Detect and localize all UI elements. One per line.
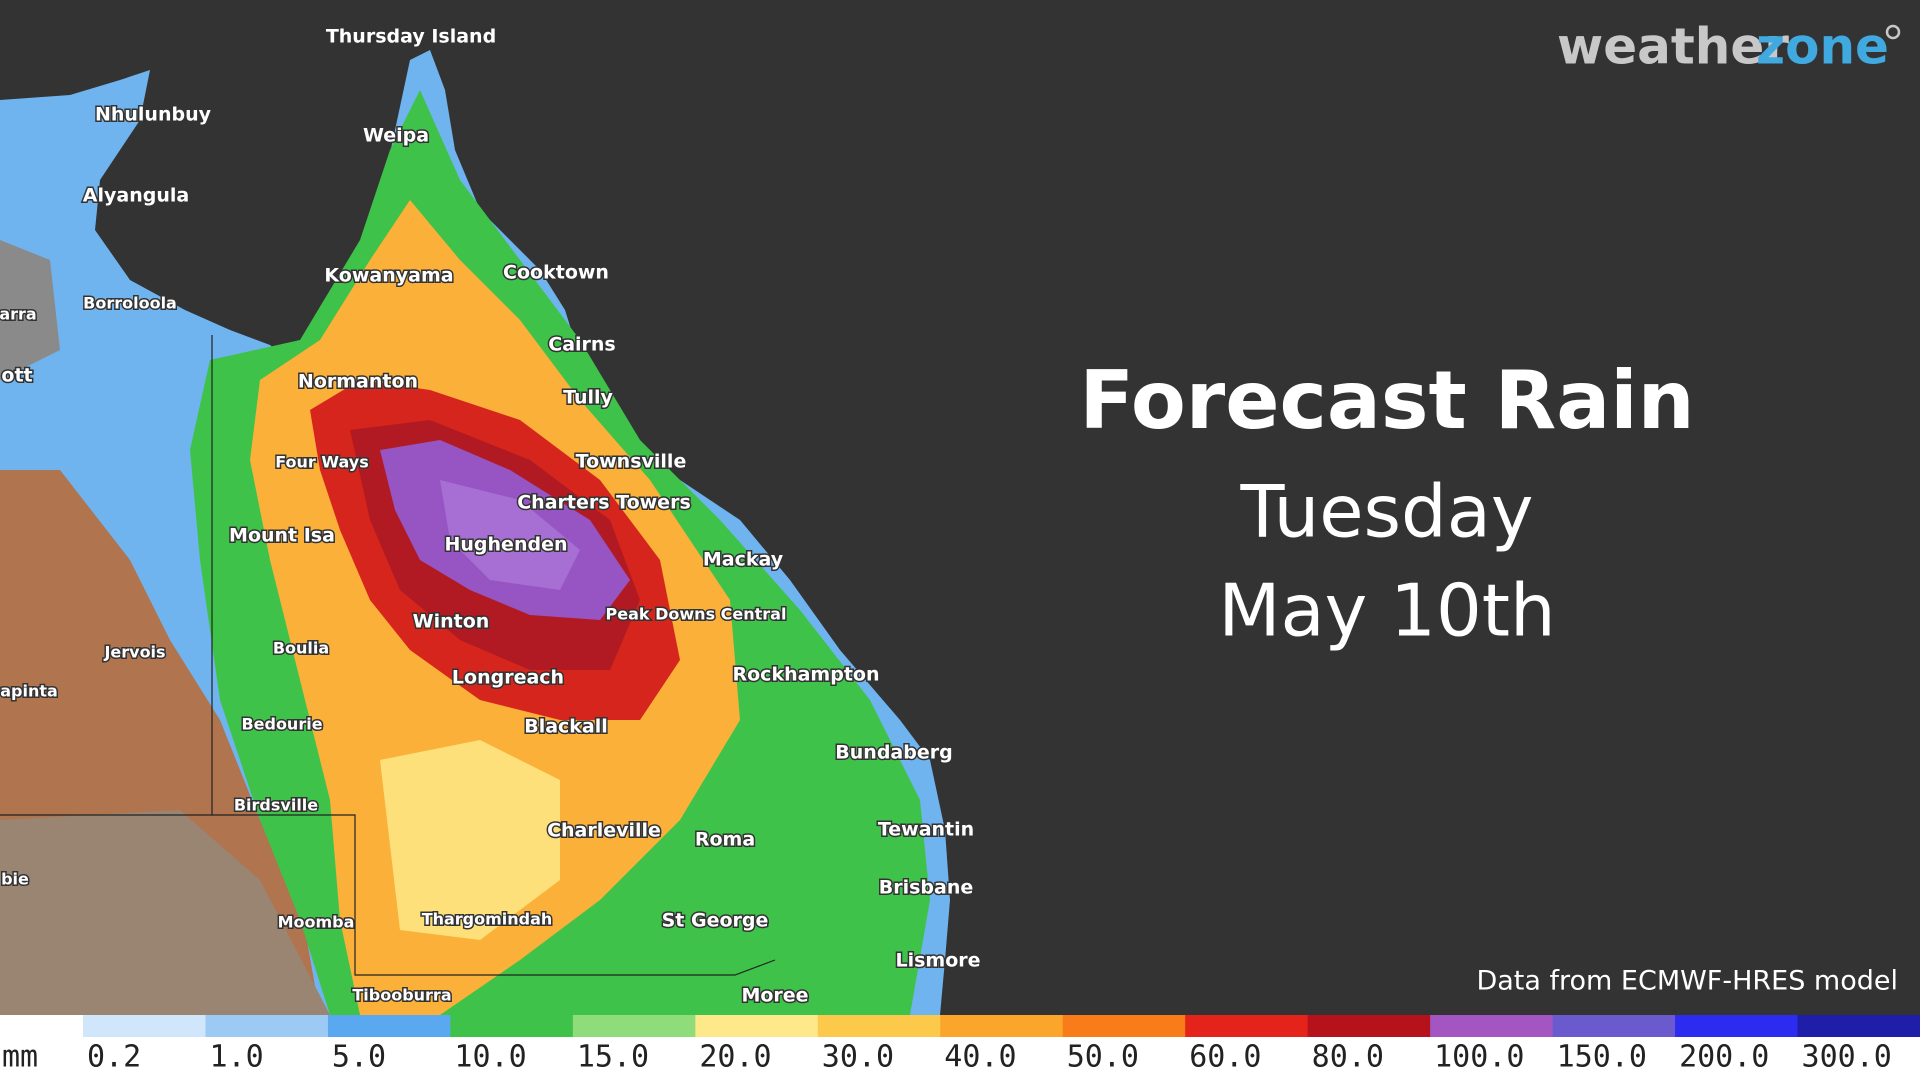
place-label: Blackall — [524, 716, 608, 738]
place-label: Bedourie — [241, 715, 322, 734]
legend: mm 0.2 1.0 5.0 10.0 15.0 20.0 30.0 40.0 50.0 60.0… — [2, 1015, 1920, 1075]
legend-swatch — [1552, 1015, 1676, 1037]
brand-mark — [1885, 24, 1901, 40]
place-label: Cairns — [548, 334, 615, 356]
state-border — [211, 335, 776, 976]
place-label: Hughenden — [445, 534, 568, 556]
legend-swatch — [940, 1015, 1064, 1037]
day: Tuesday — [1240, 470, 1534, 554]
legend-swatch — [1797, 1015, 1920, 1037]
place-label: Charters Towers — [517, 492, 691, 514]
place-label: Tibooburra — [352, 986, 451, 1005]
legend-swatch — [695, 1015, 819, 1037]
legend-label: 1.0 — [209, 1040, 263, 1075]
place-label: Thargomindah — [422, 910, 553, 929]
place-label: Cooktown — [503, 262, 609, 284]
dry-area-north — [0, 240, 60, 380]
place-label: Alyangula — [83, 185, 189, 207]
legend-label: 200.0 — [1679, 1040, 1769, 1075]
place-label: Peak Downs Central — [606, 605, 787, 624]
legend-label: 150.0 — [1557, 1040, 1647, 1075]
place-label: Townsville — [576, 451, 687, 473]
rain-purple-light — [440, 480, 580, 590]
place-label: Mackay — [703, 549, 784, 571]
place-label: Kowanyama — [324, 265, 453, 287]
legend-label: 60.0 — [1189, 1040, 1261, 1075]
legend-swatch — [572, 1015, 696, 1037]
brand-zone: zone — [1756, 18, 1889, 76]
legend-swatch — [205, 1015, 329, 1037]
place-label: Moomba — [278, 913, 355, 932]
place-label: Moree — [741, 985, 808, 1007]
place-label: Thursday Island — [326, 26, 496, 48]
legend-label: 5.0 — [332, 1040, 386, 1075]
legend-label: 10.0 — [454, 1040, 526, 1075]
place-labels: Thursday Island Nhulunbuy Weipa Alyangula Ko… — [0, 24, 982, 1008]
place-label: Brisbane — [879, 877, 974, 899]
place-label: Tully — [563, 387, 613, 409]
legend-label: 80.0 — [1312, 1040, 1384, 1075]
legend-label: 300.0 — [1802, 1040, 1892, 1075]
legend-label: 20.0 — [699, 1040, 771, 1075]
place-label: Nhulunbuy — [95, 104, 212, 126]
legend-label: 0.2 — [87, 1040, 141, 1075]
legend-swatch — [1185, 1015, 1309, 1037]
legend-label: 40.0 — [944, 1040, 1016, 1075]
brand-weather: weather — [1557, 18, 1789, 76]
place-label: arra — [0, 305, 37, 324]
legend-swatch — [1062, 1015, 1186, 1037]
date: May 10th — [1218, 569, 1555, 653]
place-label: Mount Isa — [229, 525, 335, 547]
place-label: Jervois — [103, 643, 165, 662]
place-label: St George — [662, 910, 769, 932]
place-label: Winton — [413, 611, 490, 633]
place-label: bie — [1, 870, 29, 889]
legend-unit: mm — [2, 1040, 38, 1075]
rain-yellow — [380, 740, 560, 940]
dry-area-south — [0, 810, 330, 1015]
place-label: Borroloola — [83, 294, 177, 313]
legend-label: 15.0 — [577, 1040, 649, 1075]
place-label: Normanton — [298, 371, 418, 393]
place-label: Four Ways — [275, 453, 368, 472]
place-label: Roma — [695, 829, 755, 851]
legend-swatch — [83, 1015, 206, 1037]
title: Forecast Rain — [1079, 354, 1694, 447]
legend-swatch — [1307, 1015, 1431, 1037]
place-label: Bundaberg — [835, 742, 952, 764]
place-label: ott — [1, 365, 32, 387]
place-label: Weipa — [363, 125, 429, 147]
legend-swatch — [450, 1015, 574, 1037]
place-label: Longreach — [452, 667, 564, 689]
place-label: Charleville — [547, 820, 661, 842]
place-label: Birdsville — [234, 796, 318, 815]
place-label: apinta — [0, 682, 58, 701]
legend-label: 50.0 — [1067, 1040, 1139, 1075]
source-note: Data from ECMWF-HRES model — [1476, 966, 1898, 997]
legend-label: 100.0 — [1434, 1040, 1524, 1075]
legend-swatch — [1675, 1015, 1799, 1037]
legend-label: 30.0 — [822, 1040, 894, 1075]
legend-swatch — [1430, 1015, 1554, 1037]
map — [0, 50, 950, 1015]
legend-swatch — [817, 1015, 941, 1037]
legend-swatch — [327, 1015, 451, 1037]
place-label: Boulia — [273, 639, 329, 658]
place-label: Rockhampton — [733, 664, 880, 686]
place-label: Tewantin — [878, 819, 974, 841]
place-label: Lismore — [895, 950, 980, 972]
